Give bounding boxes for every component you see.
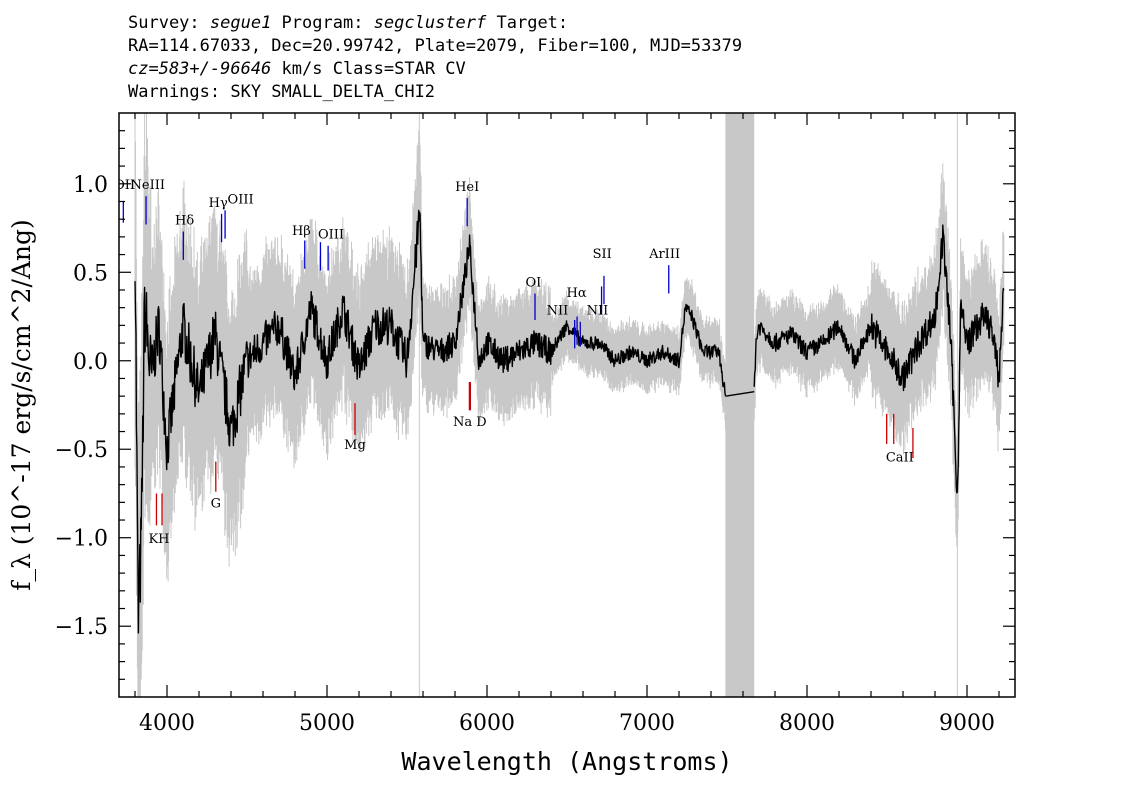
line-label-6: OIII: [318, 228, 344, 243]
line-label-4: OIII: [228, 192, 254, 207]
spectrum-header: Survey: segue1 Program: segclusterf Targ…: [128, 12, 742, 104]
target-label: Target:: [486, 13, 569, 33]
flux-gap-segment: [725, 391, 755, 397]
line-label-10: Hα: [567, 286, 587, 301]
x-tick-label-0: 4000: [139, 711, 195, 736]
line-label-17: Na D: [453, 415, 487, 430]
x-tick-label-5: 9000: [939, 711, 995, 736]
line-label-15: G: [211, 497, 221, 512]
y-tick-label-5: 1.0: [73, 173, 108, 198]
header-line-survey: Survey: segue1 Program: segclusterf Targ…: [128, 12, 742, 35]
line-label-8: OI: [526, 275, 542, 290]
line-label-16: Mg: [344, 438, 366, 453]
line-label-2: Hδ: [175, 213, 194, 228]
line-label-13: ArIII: [648, 247, 680, 262]
y-tick-label-2: −0.5: [55, 438, 108, 463]
y-tick-label-0: −1.5: [55, 615, 108, 640]
header-line-warnings: Warnings: SKY SMALL_DELTA_CHI2: [128, 82, 436, 102]
line-label-9: NII: [547, 304, 569, 319]
flux-series: [134, 209, 1005, 634]
line-label-0: OII: [114, 178, 135, 193]
survey-value: segue1: [209, 13, 272, 33]
x-tick-label-1: 5000: [299, 711, 355, 736]
y-tick-label-3: 0.0: [73, 350, 108, 375]
header-line-coords: RA=114.67033, Dec=20.99742, Plate=2079, …: [128, 36, 743, 56]
masked-band: [725, 113, 755, 697]
line-label-12: SII: [593, 247, 612, 262]
y-axis-title: f_λ (10^-17 erg/s/cm^2/Ang): [7, 219, 36, 591]
plot-frame: [118, 112, 1016, 698]
line-label-3: Hγ: [209, 196, 228, 211]
survey-label: Survey:: [128, 13, 210, 33]
error-band: [134, 113, 1005, 697]
line-label-5: Hβ: [292, 224, 311, 239]
header-line-redshift: cz=583+/-96646 km/s Class=STAR CV: [128, 58, 742, 81]
x-tick-label-4: 8000: [779, 711, 835, 736]
line-label-14: KH: [148, 532, 169, 547]
redshift-value: cz=583+/-96646: [128, 59, 272, 79]
y-tick-label-4: 0.5: [73, 261, 108, 286]
class-value: km/s Class=STAR CV: [271, 59, 466, 79]
line-label-7: HeI: [455, 180, 479, 195]
y-tick-label-1: −1.0: [55, 527, 108, 552]
line-label-18: CaII: [886, 451, 914, 466]
line-label-1: NeIII: [131, 178, 165, 193]
line-label-11: NII: [587, 304, 609, 319]
x-axis-title: Wavelength (Angstroms): [401, 747, 732, 776]
program-value: segclusterf: [373, 13, 487, 33]
x-tick-label-3: 7000: [619, 711, 675, 736]
program-label: Program:: [271, 13, 374, 33]
x-tick-label-2: 6000: [459, 711, 515, 736]
